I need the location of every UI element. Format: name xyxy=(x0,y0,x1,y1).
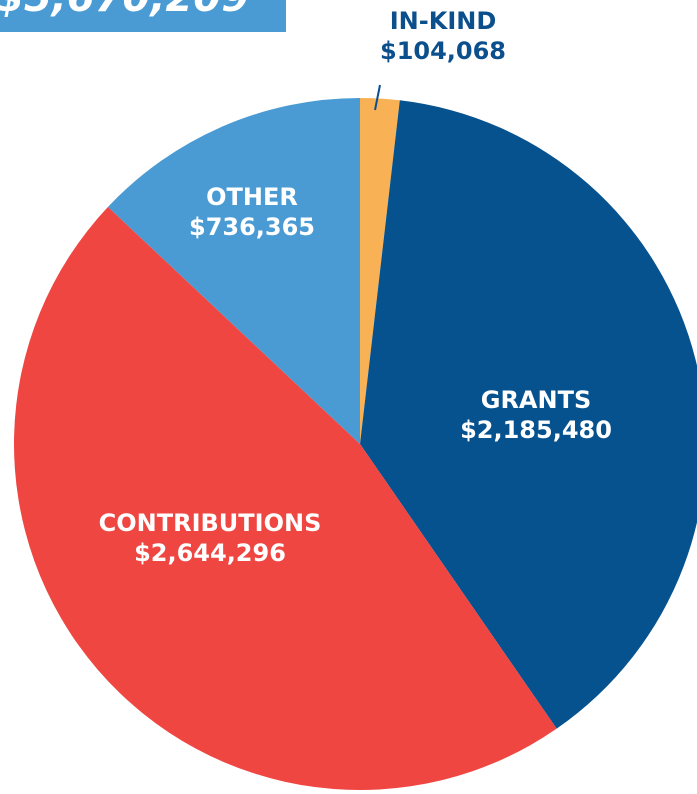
slice-label-in-kind-value: $104,068 xyxy=(379,37,507,65)
slice-label-grants-name: GRANTS xyxy=(480,386,592,414)
slice-label-in-kind-name: IN-KIND xyxy=(389,7,497,35)
slice-label-other: OTHER $736,365 xyxy=(189,182,315,242)
slice-label-grants-value: $2,185,480 xyxy=(460,416,612,444)
pie-slice-contributions xyxy=(13,206,557,791)
pie-slice-grants xyxy=(360,100,697,729)
in-kind-leader-line xyxy=(374,84,381,111)
slice-label-grants: GRANTS $2,185,480 xyxy=(460,385,612,445)
total-amount: $5,670,209 xyxy=(0,0,249,20)
pie-slices xyxy=(13,98,697,791)
slice-label-other-name: OTHER xyxy=(206,183,298,211)
slice-label-contributions-name: CONTRIBUTIONS xyxy=(98,509,322,537)
pie-slice-in-kind xyxy=(360,98,400,444)
slice-label-contributions: CONTRIBUTIONS $2,644,296 xyxy=(99,508,322,568)
slice-label-in-kind: IN-KIND $104,068 xyxy=(380,6,506,66)
total-banner: $5,670,209 xyxy=(0,0,286,32)
slice-label-contributions-value: $2,644,296 xyxy=(134,539,286,567)
slice-label-other-value: $736,365 xyxy=(188,213,316,241)
pie-slice-other xyxy=(107,98,360,444)
